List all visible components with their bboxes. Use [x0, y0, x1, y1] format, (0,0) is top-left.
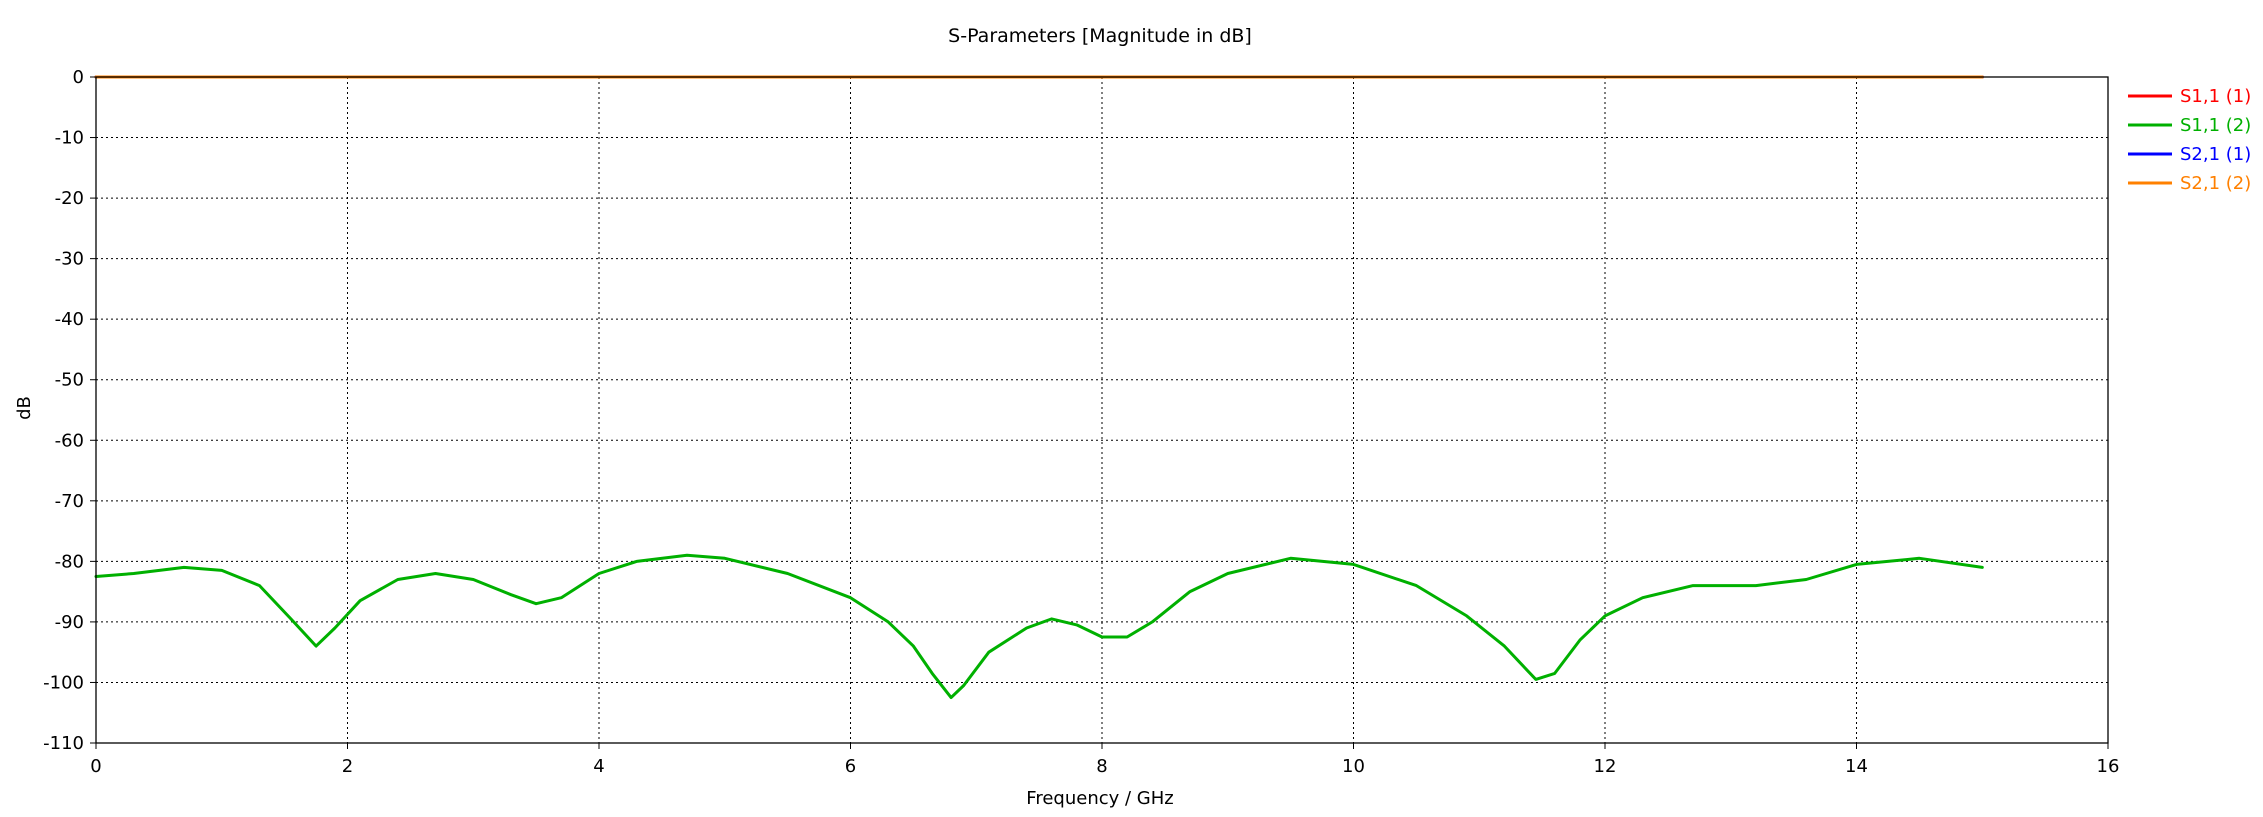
- legend-label: S2,1 (2): [2180, 173, 2251, 194]
- plot-series: [94, 75, 1984, 700]
- y-tick-label: -20: [55, 188, 84, 209]
- legend: S1,1 (1) S1,1 (2) S2,1 (1) S2,1 (2): [2128, 86, 2251, 194]
- grid: [96, 77, 2108, 743]
- chart-title: S-Parameters [Magnitude in dB]: [948, 25, 1252, 47]
- x-tick-label: 16: [2097, 756, 2120, 777]
- legend-label: S1,1 (2): [2180, 115, 2251, 136]
- y-axis: 0 -10 -20 -30 -40 -50 -60 -70 -80 -90 -100 -110: [43, 67, 96, 754]
- x-tick-label: 0: [90, 756, 101, 777]
- legend-label: S2,1 (1): [2180, 144, 2251, 165]
- y-tick-label: 0: [73, 67, 84, 88]
- x-axis: 0 2 4 6 8 10 12 14 16: [90, 743, 2119, 777]
- y-tick-label: -10: [55, 128, 84, 149]
- x-tick-label: 6: [845, 756, 856, 777]
- y-tick-label: -80: [55, 551, 84, 572]
- y-tick-label: -100: [43, 672, 84, 693]
- legend-label: S1,1 (1): [2180, 86, 2251, 107]
- y-tick-label: -110: [43, 733, 84, 754]
- x-tick-label: 4: [593, 756, 604, 777]
- y-axis-label: dB: [14, 396, 35, 420]
- x-tick-label: 2: [342, 756, 353, 777]
- x-axis-label: Frequency / GHz: [1026, 788, 1173, 809]
- y-tick-label: -60: [55, 430, 84, 451]
- x-tick-label: 12: [1594, 756, 1617, 777]
- y-tick-label: -90: [55, 612, 84, 633]
- x-tick-label: 14: [1845, 756, 1868, 777]
- x-tick-label: 8: [1096, 756, 1107, 777]
- series-line-2: [94, 553, 1984, 700]
- y-tick-label: -50: [55, 370, 84, 391]
- y-tick-label: -30: [55, 249, 84, 270]
- y-tick-label: -70: [55, 491, 84, 512]
- x-tick-label: 10: [1342, 756, 1365, 777]
- y-tick-label: -40: [55, 309, 84, 330]
